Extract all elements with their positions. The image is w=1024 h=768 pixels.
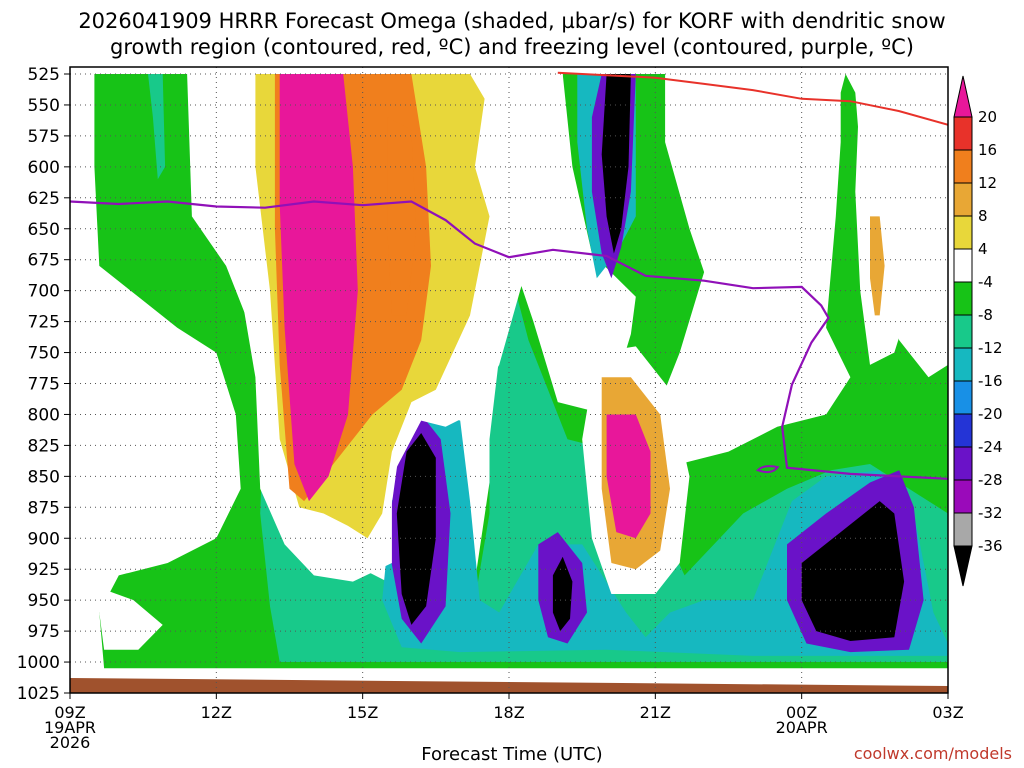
freezing-level-loop xyxy=(755,465,780,474)
colorbar-label-13: -36 xyxy=(978,537,1003,555)
colorbar-label-1: 16 xyxy=(978,141,997,159)
colorbar-swatch-13 xyxy=(953,512,973,547)
x-tick-label-0-1: 19APR xyxy=(44,718,96,737)
omega-region-22 xyxy=(99,587,163,650)
y-tick-label-925: 925 xyxy=(28,560,60,580)
y-tick-label-850: 850 xyxy=(28,467,60,487)
colorbar-swatch-11 xyxy=(953,446,973,481)
colorbar-swatch-6 xyxy=(953,281,973,316)
x-tick-label-15-0: 00Z xyxy=(786,703,817,722)
y-tick-label-550: 550 xyxy=(28,96,60,116)
y-tick-label-800: 800 xyxy=(28,405,60,425)
y-tick-label-900: 900 xyxy=(28,529,60,549)
y-tick-label-825: 825 xyxy=(28,436,60,456)
colorbar-swatch-9 xyxy=(953,380,973,415)
chart-title-line2: growth region (contoured, red, ºC) and f… xyxy=(110,35,914,59)
y-tick-label-750: 750 xyxy=(28,344,60,364)
colorbar-label-6: -8 xyxy=(978,306,993,324)
y-tick-label-975: 975 xyxy=(28,622,60,642)
x-tick-label-0-2: 2026 xyxy=(50,733,91,752)
colorbar-top-arrow xyxy=(953,75,973,118)
y-axis: 525 550 575 600 625 650 675 700 725 750 775 800 825 8… xyxy=(17,65,70,704)
x-axis-title: Forecast Time (UTC) xyxy=(421,744,603,765)
y-tick-label-525: 525 xyxy=(28,65,60,85)
x-tick-label-0-0: 09Z xyxy=(54,703,85,722)
y-tick-label-725: 725 xyxy=(28,313,60,333)
y-tick-label-875: 875 xyxy=(28,498,60,518)
omega-region-9 xyxy=(552,556,573,632)
colorbar: 20 16 12 8 4 -4 -8 -12 -16 -20 -24 -28 -32 -36 xyxy=(953,75,1003,587)
colorbar-label-4: 4 xyxy=(978,240,988,258)
colorbar-label-10: -24 xyxy=(978,438,1003,456)
y-tick-label-700: 700 xyxy=(28,282,60,302)
colorbar-swatch-4 xyxy=(953,215,973,250)
x-tick-label-12-0: 21Z xyxy=(640,703,671,722)
colorbar-swatch-10 xyxy=(953,413,973,448)
y-tick-label-1025: 1025 xyxy=(17,684,60,704)
contour-lines xyxy=(70,71,948,480)
colorbar-label-9: -20 xyxy=(978,405,1003,423)
x-tick-label-18-0: 03Z xyxy=(932,703,963,722)
y-tick-label-600: 600 xyxy=(28,158,60,178)
y-tick-label-675: 675 xyxy=(28,251,60,271)
y-tick-label-625: 625 xyxy=(28,189,60,209)
x-tick-label-6-0: 15Z xyxy=(347,703,378,722)
chart-title-line1: 2026041909 HRRR Forecast Omega (shaded, … xyxy=(78,9,946,33)
x-tick-label-9-0: 18Z xyxy=(493,703,524,722)
freezing-level-contour xyxy=(70,200,948,480)
colorbar-label-12: -32 xyxy=(978,504,1003,522)
colorbar-swatch-1 xyxy=(953,116,973,151)
terrain-ground xyxy=(70,678,948,693)
omega-region-11 xyxy=(601,74,631,254)
omega-region-8 xyxy=(396,433,436,625)
omega-region-19 xyxy=(606,414,651,539)
site-credit: coolwx.com/models xyxy=(853,744,1012,763)
colorbar-swatch-7 xyxy=(953,314,973,349)
colorbar-swatch-8 xyxy=(953,347,973,382)
omega-region-15 xyxy=(279,74,358,502)
colorbar-swatch-5 xyxy=(953,248,973,283)
dendritic-growth-contour xyxy=(557,71,948,126)
colorbar-label-5: -4 xyxy=(978,273,993,291)
omega-region-24 xyxy=(148,74,166,180)
y-tick-label-650: 650 xyxy=(28,220,60,240)
colorbar-label-2: 12 xyxy=(978,174,997,192)
colorbar-label-8: -16 xyxy=(978,372,1003,390)
omega-shading xyxy=(94,74,948,669)
colorbar-label-3: 8 xyxy=(978,207,988,225)
omega-region-10 xyxy=(801,501,905,641)
y-tick-label-775: 775 xyxy=(28,375,60,395)
colorbar-label-11: -28 xyxy=(978,471,1003,489)
colorbar-swatch-2 xyxy=(953,149,973,184)
y-tick-label-1000: 1000 xyxy=(17,653,60,673)
colorbar-label-7: -12 xyxy=(978,339,1003,357)
colorbar-label-0: 20 xyxy=(978,108,997,126)
colorbar-swatch-3 xyxy=(953,182,973,217)
y-tick-label-950: 950 xyxy=(28,591,60,611)
colorbar-bottom-arrow xyxy=(953,545,973,587)
colorbar-swatch-12 xyxy=(953,479,973,514)
y-tick-label-575: 575 xyxy=(28,127,60,147)
x-tick-label-3-0: 12Z xyxy=(201,703,232,722)
x-tick-label-15-1: 20APR xyxy=(776,718,828,737)
omega-region-16 xyxy=(387,117,417,316)
